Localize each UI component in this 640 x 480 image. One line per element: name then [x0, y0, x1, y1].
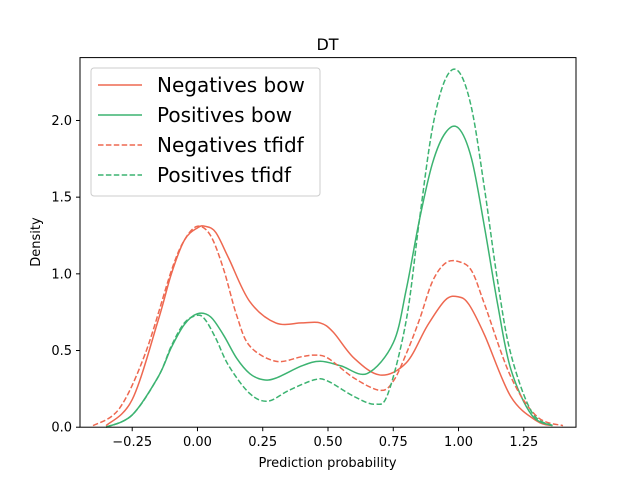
y-tick-label: 2.0 — [51, 114, 72, 129]
legend-label-1: Positives bow — [157, 103, 292, 127]
y-tick-label: 0.5 — [51, 344, 72, 359]
y-tick-label: 0.0 — [51, 421, 72, 436]
chart-title: DT — [316, 35, 338, 54]
x-axis-label: Prediction probability — [258, 456, 396, 471]
legend-label-0: Negatives bow — [157, 73, 305, 97]
x-tick-label: 0.75 — [379, 435, 408, 450]
series-line-3 — [105, 68, 553, 428]
x-axis: −0.25 0.00 0.25 0.50 0.75 1.00 1.25 — [112, 427, 538, 450]
legend-label-3: Positives tfidf — [157, 163, 292, 187]
x-tick-label: 1.25 — [509, 435, 538, 450]
series-line-0 — [105, 225, 553, 427]
y-axis-label: Density — [29, 217, 44, 267]
legend-box — [90, 67, 321, 197]
series-line-2 — [92, 225, 564, 427]
y-tick-label: 1.5 — [51, 191, 72, 206]
y-tick-label: 1.0 — [51, 267, 72, 282]
x-tick-label: 0.25 — [248, 435, 277, 450]
legend-label-2: Negatives tfidf — [157, 133, 305, 157]
x-tick-label: −0.25 — [112, 435, 152, 450]
y-axis: 0.0 0.5 1.0 1.5 2.0 — [51, 114, 80, 436]
x-tick-label: 1.00 — [444, 435, 473, 450]
legend: Negatives bow Positives bow Negatives tfid… — [90, 67, 321, 197]
x-tick-label: 0.00 — [183, 435, 212, 450]
x-tick-label: 0.50 — [314, 435, 343, 450]
plot-lines — [92, 68, 564, 428]
